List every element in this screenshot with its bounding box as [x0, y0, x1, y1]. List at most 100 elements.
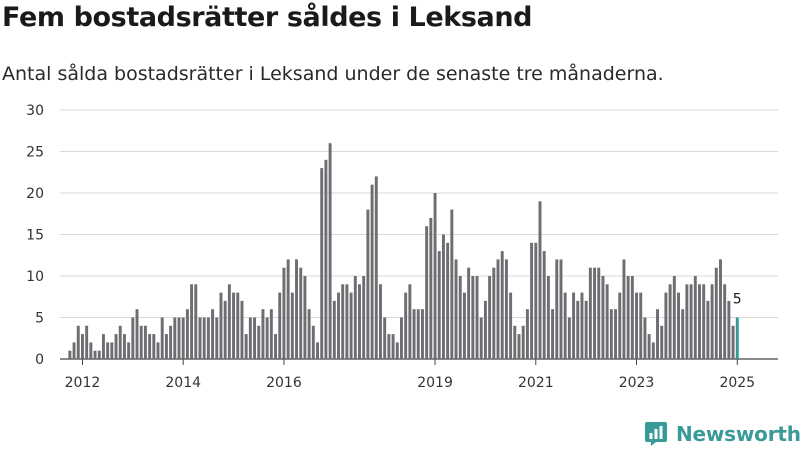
bar	[85, 325, 89, 359]
bar	[374, 176, 378, 359]
bar	[471, 276, 475, 359]
newsworthy-brand[interactable]: Newsworthy	[644, 419, 800, 449]
bar	[353, 276, 357, 359]
bar	[215, 317, 219, 359]
bar	[240, 300, 244, 359]
bar	[618, 292, 622, 359]
bar	[127, 342, 131, 359]
bar	[76, 325, 80, 359]
bar	[219, 292, 223, 359]
bar	[429, 217, 433, 359]
bar	[332, 300, 336, 359]
bar	[626, 276, 630, 359]
bar	[483, 300, 487, 359]
bar	[651, 342, 655, 359]
bar	[706, 300, 710, 359]
bar	[122, 334, 126, 359]
bar	[601, 276, 605, 359]
bar	[433, 193, 437, 359]
bar	[420, 309, 424, 359]
bar	[316, 342, 319, 359]
x-tick-label: 2016	[266, 375, 302, 391]
bar-series	[68, 143, 739, 359]
bar	[576, 300, 580, 359]
bar	[605, 284, 609, 359]
bar	[80, 334, 84, 359]
bar	[546, 276, 550, 359]
bar	[274, 334, 278, 359]
y-tick-label: 0	[35, 352, 44, 368]
y-tick-label: 25	[26, 145, 44, 161]
bar	[660, 325, 664, 359]
bar	[555, 259, 559, 359]
bar	[324, 159, 328, 359]
x-tick-label: 2019	[417, 375, 453, 391]
bar	[391, 334, 395, 359]
x-axis: 2012 2014 2016 2019 2021 2023 2025	[65, 359, 755, 391]
bar	[643, 317, 647, 359]
bar-highlight	[735, 317, 739, 359]
bar	[500, 251, 504, 359]
bar	[416, 309, 420, 359]
bar	[143, 325, 147, 359]
bar	[614, 309, 618, 359]
bar	[278, 292, 282, 359]
bar	[93, 350, 97, 359]
x-tick-label: 2012	[65, 375, 101, 391]
bar	[723, 284, 727, 359]
bar	[538, 201, 542, 359]
bar	[227, 284, 231, 359]
bar	[681, 309, 685, 359]
bar	[509, 292, 513, 359]
bar	[710, 284, 714, 359]
bar	[156, 342, 160, 359]
bar	[303, 276, 307, 359]
bar	[261, 309, 265, 359]
bar	[534, 242, 538, 359]
bar	[450, 209, 454, 359]
bar	[152, 334, 156, 359]
bar	[635, 292, 638, 359]
newsworthy-logo-icon	[645, 422, 667, 446]
bar	[677, 292, 680, 359]
bar	[202, 317, 206, 359]
bar	[454, 259, 458, 359]
bar	[446, 242, 450, 359]
bar	[639, 292, 643, 359]
bar	[727, 300, 731, 359]
bar	[656, 309, 659, 359]
bar	[135, 309, 139, 359]
bar	[269, 309, 273, 359]
bar	[190, 284, 194, 359]
bar	[72, 342, 76, 359]
bar	[328, 143, 332, 359]
bar	[68, 350, 72, 359]
x-tick-label: 2025	[719, 375, 755, 391]
bar	[475, 276, 479, 359]
bar	[425, 226, 429, 359]
bar	[169, 325, 173, 359]
y-tick-label: 15	[26, 228, 44, 244]
bar	[597, 267, 601, 359]
bar	[412, 309, 416, 359]
bar	[366, 209, 370, 359]
bar	[387, 334, 391, 359]
data-labels: 5	[733, 292, 742, 308]
bar	[232, 292, 236, 359]
bar	[584, 300, 588, 359]
bar	[379, 284, 382, 359]
bar	[177, 317, 181, 359]
bar	[173, 317, 177, 359]
y-axis: 0 5 10 15 20 25 30	[26, 103, 44, 368]
bar	[714, 267, 718, 359]
bar	[358, 284, 361, 359]
x-tick-label: 2014	[165, 375, 201, 391]
bar	[668, 284, 672, 359]
bar	[307, 309, 311, 359]
bar	[236, 292, 240, 359]
bar	[337, 292, 340, 359]
chart-subtitle: Antal sålda bostadsrätter i Leksand unde…	[2, 63, 664, 85]
bar	[244, 334, 248, 359]
bar	[110, 342, 114, 359]
